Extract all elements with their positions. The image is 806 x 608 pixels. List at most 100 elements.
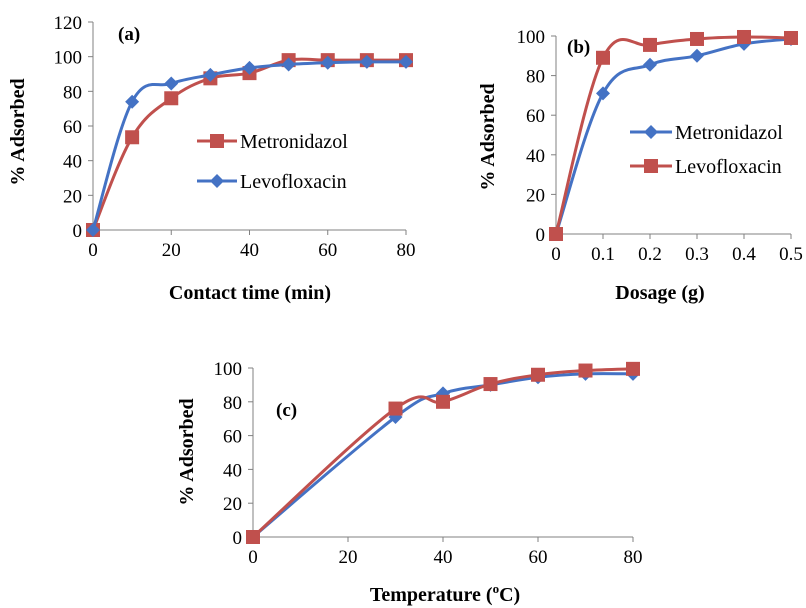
data-point-metronidazol-b [690, 48, 704, 63]
y-tick-label-b: 60 [526, 106, 545, 127]
data-point-metronidazol-b [596, 86, 610, 101]
legend-marker-levofloxacin-a [210, 174, 224, 188]
y-tick-label-c: 100 [214, 359, 243, 380]
data-point-levofloxacin-a [203, 67, 218, 82]
legend-label-levofloxacin-b: Levofloxacin [675, 156, 782, 178]
data-point-levofloxacin-b [549, 227, 563, 241]
y-tick-label-a: 100 [54, 48, 83, 69]
x-tick-label-b: 0.1 [591, 244, 615, 265]
axes-c [252, 368, 633, 538]
x-tick-label-b: 0.3 [685, 244, 709, 265]
data-point-series-2-c [531, 367, 545, 382]
y-tick-label-a: 20 [63, 186, 82, 207]
x-tick-label-a: 60 [318, 240, 337, 261]
x-tick-label-a: 40 [240, 240, 259, 261]
chart-contact-time: (a) % Adsorbed Contact time (min) 0 20 40 6… [7, 13, 416, 304]
data-point-levofloxacin-b [596, 50, 610, 65]
x-tick-label-c: 20 [339, 547, 358, 568]
data-point-levofloxacin-b [737, 29, 751, 44]
series-group-b [549, 29, 798, 241]
x-tick-label-b: 0 [551, 244, 561, 265]
y-ticks-a: 0 20 40 60 80 100 120 [54, 13, 93, 242]
x-axis-label-b: Dosage (g) [615, 282, 704, 304]
data-point-metronidazol-a [125, 130, 140, 145]
panel-tag-a: (a) [118, 24, 140, 45]
x-tick-label-a: 20 [162, 240, 181, 261]
x-tick-label-a: 80 [397, 240, 416, 261]
data-point-levofloxacin-b [690, 31, 704, 46]
data-point-series-2-c [246, 530, 260, 544]
legend-label-metronidazol-a: Metronidazol [240, 131, 348, 153]
data-point-levofloxacin-a [320, 55, 335, 70]
data-point-levofloxacin-a [281, 57, 296, 72]
y-tick-label-b: 40 [526, 146, 545, 167]
data-point-levofloxacin-b [643, 37, 657, 52]
data-point-levofloxacin-a [125, 94, 140, 109]
data-point-levofloxacin-a [242, 60, 257, 75]
x-tick-label-c: 60 [529, 547, 548, 568]
series-group-a [86, 53, 413, 237]
x-tick-label-b: 0.4 [732, 244, 756, 265]
panel-tag-c: (c) [276, 400, 297, 421]
y-ticks-b: 0 20 40 60 80 100 [517, 27, 556, 246]
legend-marker-metronidazol-b [644, 125, 658, 139]
data-point-levofloxacin-a [86, 223, 100, 237]
y-tick-label-c: 0 [233, 528, 243, 549]
data-point-levofloxacin-a [164, 76, 179, 91]
x-ticks-c: 0 20 40 60 80 [248, 537, 643, 568]
x-ticks-b: 0 0.1 0.2 0.3 0.4 0.5 [551, 234, 803, 265]
axes-a [92, 22, 406, 231]
x-tick-label-a: 0 [88, 240, 98, 261]
y-tick-label-a: 40 [63, 152, 82, 173]
x-tick-label-b: 0.2 [638, 244, 662, 265]
data-point-series-2-c [626, 361, 640, 376]
data-point-series-2-c [578, 363, 593, 378]
y-tick-label-a: 80 [63, 82, 82, 103]
x-axis-label-c-sup: o [493, 581, 500, 596]
data-point-metronidazol-a [164, 91, 179, 106]
x-axis-label-a: Contact time (min) [169, 282, 331, 304]
x-tick-label-c: 0 [248, 547, 258, 568]
y-tick-label-b: 80 [526, 67, 545, 88]
y-ticks-c: 0 20 40 60 80 100 [214, 359, 253, 549]
y-tick-label-c: 60 [223, 427, 242, 448]
chart-dosage: (b) % Adsorbed Dosage (g) 0 0.1 0.2 0.3 0.4 0… [477, 27, 803, 304]
y-axis-label-b: % Adsorbed [477, 83, 499, 190]
y-tick-label-b: 0 [536, 225, 546, 246]
x-axis-label-c: Temperature (oC) [370, 581, 520, 606]
y-tick-label-c: 80 [223, 393, 242, 414]
legend-label-metronidazol-b: Metronidazol [675, 122, 783, 144]
y-tick-label-a: 120 [54, 13, 83, 34]
y-axis-label-c: % Adsorbed [176, 398, 198, 505]
data-point-levofloxacin-a [359, 54, 374, 69]
x-axis-label-c-end: C) [499, 584, 520, 606]
panel-tag-b: (b) [567, 37, 590, 58]
data-point-levofloxacin-a [399, 54, 413, 69]
y-tick-label-c: 20 [223, 494, 242, 515]
data-point-series-2-c [436, 394, 450, 409]
x-tick-label-c: 80 [624, 547, 643, 568]
y-axis-label-a: % Adsorbed [7, 78, 29, 185]
y-tick-label-a: 60 [63, 117, 82, 138]
y-tick-label-c: 40 [223, 460, 242, 481]
data-point-series-2-c [483, 377, 498, 392]
data-point-levofloxacin-b [784, 30, 798, 45]
x-axis-label-c-main: Temperature ( [370, 584, 493, 606]
legend-marker-metronidazol-a [210, 134, 224, 148]
x-tick-label-b: 0.5 [779, 244, 803, 265]
x-tick-label-c: 40 [434, 547, 453, 568]
data-point-series-2-c [388, 401, 403, 416]
legend-label-levofloxacin-a: Levofloxacin [240, 171, 347, 193]
data-point-metronidazol-b [643, 57, 657, 72]
y-tick-label-b: 100 [517, 27, 546, 48]
y-tick-label-a: 0 [73, 221, 83, 242]
x-ticks-a: 0 20 40 60 80 [88, 230, 416, 261]
series-group-c [246, 361, 640, 544]
y-tick-label-b: 20 [526, 185, 545, 206]
chart-temperature: (c) % Adsorbed Temperature (oC) 0 20 40 60 8… [176, 359, 643, 606]
legend-marker-levofloxacin-b [644, 159, 658, 173]
legend-a: Metronidazol Levofloxacin [197, 131, 348, 193]
legend-b: Metronidazol Levofloxacin [630, 122, 783, 178]
axes-b [555, 36, 791, 235]
